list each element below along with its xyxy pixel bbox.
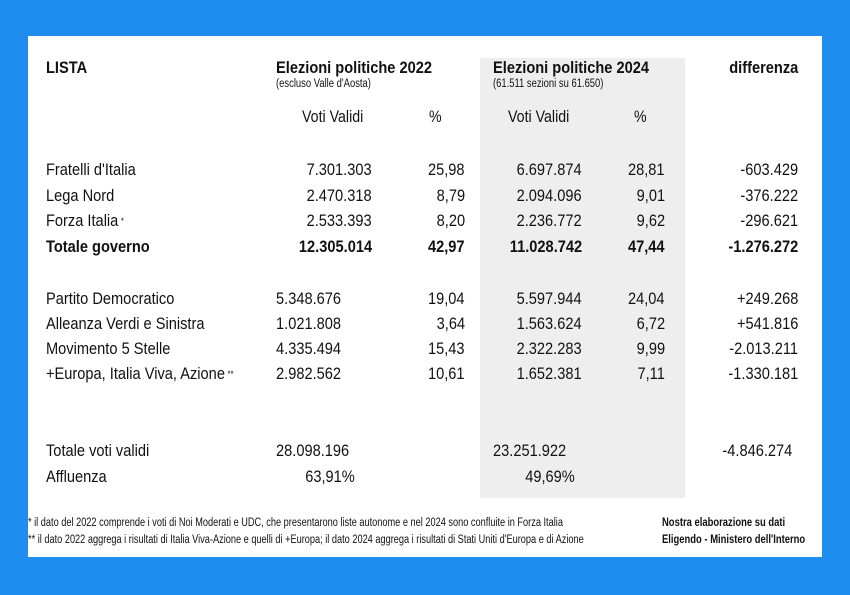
cell-pct-2022: 15,43 [428,339,465,358]
label-totale-voti-validi: Totale voti validi [46,441,150,460]
cell-pct-2022: 3,64 [436,314,465,333]
cell-pct-2024: 28,81 [628,160,665,179]
source-line-2: Eligendo - Ministero dell'Interno [662,534,806,546]
col-pct-2024: % [634,108,647,126]
cell-voti-2022: 5.348.676 [276,289,342,308]
cell-differenza: -1.276.272 [728,237,798,256]
row-label: +Europa, Italia Viva, Azione ** [46,364,234,383]
cell-pct-2024: 6,72 [636,314,665,333]
cell-voti-2024: 2.322.283 [516,339,582,358]
cell-voti-2022: 7.301.303 [306,160,372,179]
cell-voti-2024: 11.028.742 [509,237,582,256]
header-elezioni-2024: Elezioni politiche 2024 [493,58,649,77]
header-lista: LISTA [46,58,88,77]
value-affluenza-2024: 49,69% [525,467,575,486]
cell-pct-2022: 8,79 [436,186,465,205]
footnote-2: ** il dato 2022 aggrega i risultati di I… [28,534,584,546]
cell-voti-2024: 1.652.381 [516,364,582,383]
cell-pct-2024: 7,11 [637,364,665,383]
col-voti-validi-2022: Voti Validi [302,108,364,126]
results-card: LISTA Elezioni politiche 2022 (escluso V… [28,36,822,557]
cell-voti-2022: 2.470.318 [306,186,372,205]
cell-voti-2022: 2.982.562 [276,364,342,383]
cell-voti-2022: 2.533.393 [306,211,372,230]
cell-voti-2024: 2.236.772 [516,211,582,230]
row-label: Movimento 5 Stelle [46,339,171,358]
header-elezioni-2022: Elezioni politiche 2022 [276,58,432,77]
cell-pct-2024: 9,01 [636,186,665,205]
cell-differenza: -296.621 [740,211,798,230]
cell-voti-2024: 2.094.096 [516,186,582,205]
cell-differenza: -376.222 [740,186,798,205]
row-label: Partito Democratico [46,289,175,308]
cell-pct-2022: 10,61 [428,364,465,383]
row-label: Alleanza Verdi e Sinistra [46,314,205,333]
value-totale-differenza: -4.846.274 [722,441,792,460]
cell-voti-2024: 6.697.874 [516,160,582,179]
footnote-mark: ** [227,369,234,379]
cell-differenza: -1.330.181 [728,364,798,383]
col-pct-2022: % [429,108,442,126]
value-totale-voti-2024: 23.251.922 [493,441,567,460]
cell-pct-2024: 9,62 [636,211,665,230]
row-label: Fratelli d'Italia [46,160,136,179]
cell-voti-2022: 12.305.014 [298,237,372,256]
cell-pct-2022: 19,04 [428,289,465,308]
column-2024-highlight [480,58,685,498]
col-voti-validi-2024: Voti Validi [508,108,570,126]
cell-voti-2022: 4.335.494 [276,339,342,358]
row-label-totale: Totale governo [46,237,150,256]
cell-voti-2024: 5.597.944 [516,289,582,308]
cell-voti-2024: 1.563.624 [516,314,582,333]
cell-pct-2024: 47,44 [628,237,665,256]
row-label: Lega Nord [46,186,115,205]
cell-pct-2024: 24,04 [628,289,665,308]
cell-differenza: -2.013.211 [729,339,798,358]
footnote-mark: * [120,216,124,226]
source-line-1: Nostra elaborazione su dati [662,517,786,529]
cell-differenza: -603.429 [740,160,798,179]
header-elezioni-2022-note: (escluso Valle d'Aosta) [276,78,371,90]
label-affluenza: Affluenza [46,467,107,486]
header-elezioni-2024-note: (61.511 sezioni su 61.650) [493,78,604,90]
cell-differenza: +541.816 [736,314,798,333]
cell-voti-2022: 1.021.808 [276,314,342,333]
cell-pct-2022: 42,97 [428,237,465,256]
cell-differenza: +249.268 [736,289,798,308]
cell-pct-2022: 8,20 [436,211,465,230]
value-totale-voti-2022: 28.098.196 [276,441,350,460]
value-affluenza-2022: 63,91% [305,467,355,486]
cell-pct-2024: 9,99 [636,339,665,358]
row-label: Forza Italia * [46,211,124,230]
cell-pct-2022: 25,98 [428,160,465,179]
header-differenza: differenza [728,58,798,77]
footnote-1: * il dato del 2022 comprende i voti di N… [28,517,563,529]
